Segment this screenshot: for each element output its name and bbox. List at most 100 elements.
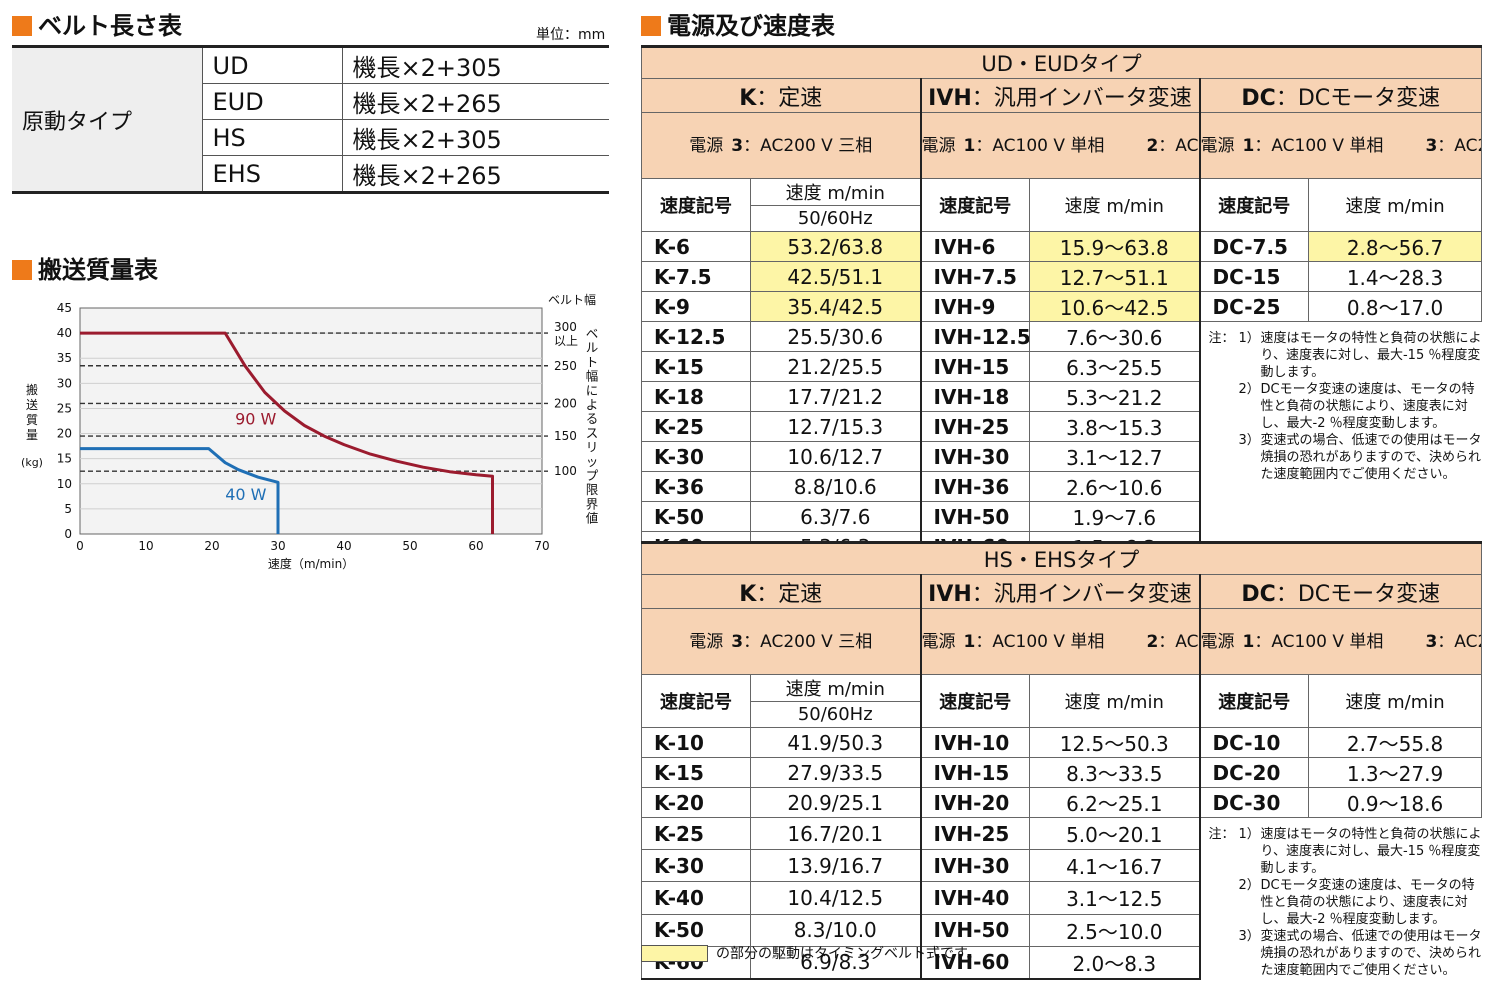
table-row: EUD 機長×2+265 [12, 83, 609, 120]
power-line: 3：AC200 V 三相 [1383, 631, 1480, 652]
speed-value-cell: 21.2/25.5 [750, 351, 922, 382]
speed-code-cell: K-30 [641, 849, 751, 883]
note-text: 変速式の場合、低速での使用はモータ焼損の恐れがありますので、決められた速度範囲内… [1260, 929, 1482, 978]
speed-value-cell: 10.6～42.5 [1029, 291, 1201, 322]
note-item: 注： 1） 速度はモータの特性と負荷の状態により、速度表に対し、最大-15 ％程度変… [1209, 826, 1482, 877]
orange-square-icon [12, 16, 32, 36]
speed-value-cell: 3.1～12.5 [1029, 881, 1201, 915]
power-lines: 電源 3：AC200 V 三相 [689, 137, 872, 155]
header-row: 50/60Hz [642, 205, 1482, 232]
speed-value-cell: 7.6～30.6 [1029, 321, 1201, 352]
speed-code-cell: K-9 [641, 291, 751, 322]
drive-type-cell: UD [202, 45, 343, 84]
x-tick-label: 20 [204, 539, 219, 553]
speed-code-cell: IVH-15 [920, 351, 1030, 382]
note-number: 1） [1238, 827, 1260, 842]
power-value: ：AC200 V 三相 [743, 135, 873, 156]
power-number: 1 [1242, 631, 1255, 652]
notes-cell: 注： 1） 速度はモータの特性と負荷の状態により、速度表に対し、最大-15 ％程度変… [1200, 818, 1482, 980]
mass-chart: 0 5 10 15 20 25 30 35 40 45 0 10 20 30 40 50 60 70 速度（m/mi… [21, 292, 599, 571]
note-number: 1） [1238, 331, 1260, 346]
power-number: 3 [731, 135, 744, 156]
speed-value-cell: 53.2/63.8 [750, 231, 922, 262]
speed-value-cell: 1.9～7.6 [1029, 501, 1201, 532]
speed-code-cell: K-15 [641, 757, 751, 788]
table-row: K-7.5 42.5/51.1 IVH-7.5 12.7～51.1 DC-15 1.4～2… [641, 261, 1483, 292]
y-axis-label-char: 搬 [26, 382, 38, 397]
speed-code-cell: IVH-15 [920, 757, 1030, 788]
table-row: EHS 機長×2+265 [12, 155, 609, 194]
table-title-row: HS・EHSタイプ [640, 541, 1483, 575]
power-line: 電源 1：AC100 V 単相 [922, 633, 1105, 651]
power-number: 3 [1425, 631, 1438, 652]
speed-value-cell: 0.8～17.0 [1307, 291, 1483, 322]
note-label: 注： [1208, 331, 1235, 346]
table-row: K-50 8.3/10.0 IVH-50 2.5～10.0 [641, 913, 1482, 947]
y-tick-label: 45 [57, 301, 72, 315]
speed-code-cell: IVH-60 [920, 945, 1030, 980]
speed-code-cell: IVH-25 [920, 816, 1030, 851]
series-line [80, 447, 280, 534]
notes: 注： 1） 速度はモータの特性と負荷の状態により、速度表に対し、最大-15 ％程度変… [1209, 330, 1482, 483]
speed-code-cell: K-10 [641, 727, 751, 758]
power-lines: 電源 3：AC200 V 三相 [689, 633, 872, 651]
series-label: 90 W [235, 410, 276, 429]
speed-value-cell: 12.5～50.3 [1029, 727, 1201, 758]
power-lines: 電源1：AC100 V 単相3：AC200 V 三相 [1201, 137, 1481, 155]
speed-code-cell: K-25 [641, 816, 751, 851]
notes: 注： 1） 速度はモータの特性と負荷の状態により、速度表に対し、最大-15 ％程度変… [1209, 826, 1482, 979]
speed-value-cell: 3.8～15.3 [1029, 411, 1201, 442]
speed-table-hs-ehs: HS・EHSタイプ K：定速 IVH：汎用インバータ変速 DC：DCモータ変速 … [640, 541, 1483, 980]
speed-value-cell: 20.9/25.1 [750, 787, 922, 818]
speed-code-cell: K-7.5 [641, 261, 751, 292]
series-label: 40 W [225, 485, 266, 504]
orange-square-icon [12, 260, 32, 280]
speed-value-cell: 2.6～10.6 [1029, 471, 1201, 502]
speed-code-header: 速度記号 [1199, 178, 1309, 232]
power-line: 電源 1：AC100 V 単相 [922, 137, 1105, 155]
speed-value-cell: 1.4～28.3 [1307, 261, 1483, 292]
speed-code-header: 速度記号 [920, 674, 1030, 728]
speed-code-cell: K-18 [641, 381, 751, 412]
side-label-char: ッ [586, 454, 599, 469]
power-number: 3 [731, 631, 744, 652]
speed-code-header: 速度記号 [641, 178, 751, 232]
y-axis-label-char: 質 [26, 412, 38, 427]
speed-value-cell: 42.5/51.1 [750, 261, 922, 292]
power-value: ：AC100 V 単相 [975, 631, 1105, 652]
x-tick-label: 0 [76, 539, 84, 553]
speed-value-cell: 16.7/20.1 [750, 816, 922, 851]
power-supply-k: 電源 3：AC200 V 三相 [641, 608, 922, 675]
legend-text: の部分の駆動はタイミングベルト式です。 [716, 946, 981, 962]
group-row: K：定速 IVH：汎用インバータ変速 DC：DCモータ変速 [641, 78, 1483, 113]
speed-code-cell: DC-25 [1199, 291, 1309, 322]
speed-value-cell: 5.3～21.2 [1029, 381, 1201, 412]
table-row: HS 機長×2+305 [12, 119, 609, 156]
y-tick-label: 25 [57, 401, 72, 415]
y-axis-label: 搬送質量 (kg) [21, 382, 43, 469]
y-tick-label: 5 [64, 502, 72, 516]
note-label [1209, 381, 1239, 432]
table-row: K-9 35.4/42.5 IVH-9 10.6～42.5 DC-25 0.8～17.0 [641, 291, 1483, 322]
speed-code-cell: IVH-50 [920, 913, 1030, 947]
speed-code-cell: DC-15 [1199, 261, 1309, 292]
speed-code-cell: IVH-7.5 [920, 261, 1030, 292]
y-tick-label: 35 [57, 351, 72, 365]
power-prefix: 電源 [921, 135, 956, 156]
group-ivh: IVH：汎用インバータ変速 [920, 574, 1201, 609]
belt-formula-cell: 機長×2+305 [342, 45, 609, 84]
y-tick-label: 0 [64, 527, 72, 541]
notes-cell: 注： 1） 速度はモータの特性と負荷の状態により、速度表に対し、最大-15 ％程度変… [1200, 322, 1482, 563]
note-number: 3） [1238, 433, 1260, 448]
table-row: K-6 53.2/63.8 IVH-6 15.9～63.8 DC-7.5 2.8～56.7 [641, 231, 1483, 262]
speed-code-header: 速度記号 [1199, 674, 1309, 728]
power-row: 電源3：AC200 V 三相 電源1：AC100 V 単相2：AC200 V 単… [641, 608, 1483, 675]
power-line: 電源 3：AC200 V 三相 [689, 633, 872, 651]
belt-unit-label: 単位：mm [536, 27, 606, 43]
speed-header: 速度 m/min [1029, 674, 1201, 728]
side-label-char: 限 [586, 482, 599, 497]
power-supply-k: 電源 3：AC200 V 三相 [641, 112, 922, 179]
side-label-char: ス [586, 425, 599, 440]
drive-type-label: 原動タイプ [12, 45, 203, 194]
power-lines: 電源1：AC100 V 単相2：AC200 V 単相3：AC200 V 三相 [922, 633, 1198, 651]
